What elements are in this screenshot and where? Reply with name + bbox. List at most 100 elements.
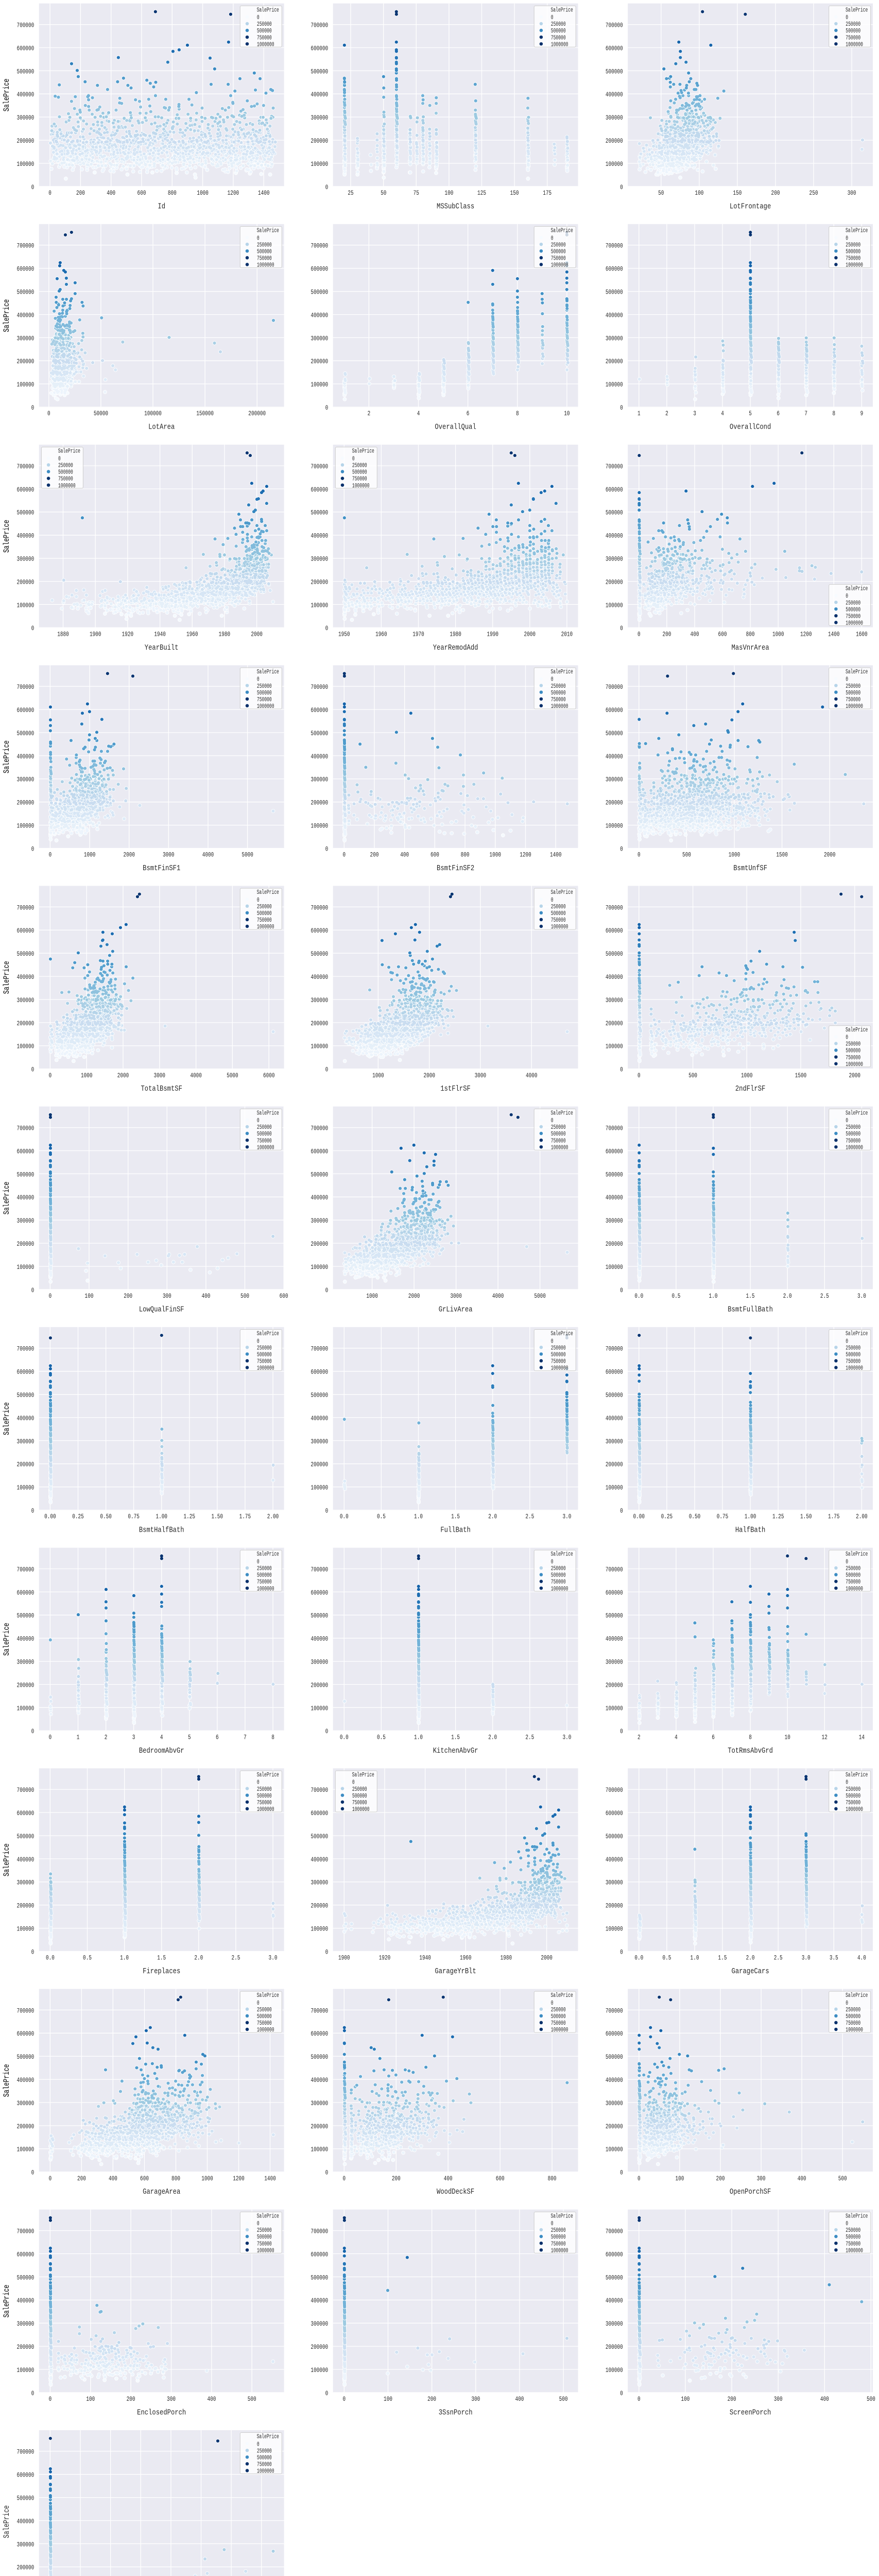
- svg-text:600000: 600000: [17, 487, 35, 494]
- svg-text:0: 0: [637, 2176, 641, 2183]
- svg-text:250000: 250000: [551, 242, 566, 249]
- svg-text:300000: 300000: [606, 1438, 623, 1446]
- svg-text:750000: 750000: [551, 1359, 566, 1365]
- svg-text:500000: 500000: [17, 1613, 35, 1620]
- svg-text:1990: 1990: [487, 631, 498, 638]
- svg-text:1.5: 1.5: [451, 1514, 460, 1521]
- svg-text:1000000: 1000000: [551, 2027, 568, 2034]
- svg-text:200000: 200000: [606, 579, 623, 586]
- svg-text:1960: 1960: [460, 1955, 472, 1962]
- svg-text:300000: 300000: [606, 2321, 623, 2328]
- svg-text:0: 0: [846, 676, 848, 683]
- svg-text:0: 0: [551, 2001, 554, 2007]
- svg-text:500000: 500000: [58, 469, 73, 476]
- svg-text:1000000: 1000000: [846, 1145, 863, 1151]
- svg-text:700000: 700000: [311, 2228, 328, 2235]
- svg-text:2.5: 2.5: [231, 1955, 240, 1962]
- svg-text:600000: 600000: [606, 266, 623, 273]
- svg-text:100000: 100000: [17, 1485, 35, 1492]
- svg-text:1000: 1000: [201, 2176, 213, 2183]
- svg-text:150000: 150000: [196, 411, 214, 418]
- svg-text:1000000: 1000000: [846, 620, 863, 627]
- svg-text:0.0: 0.0: [340, 1514, 349, 1521]
- svg-text:600000: 600000: [606, 2031, 623, 2038]
- svg-text:500: 500: [682, 852, 691, 859]
- svg-text:0: 0: [31, 1949, 35, 1956]
- svg-text:500000: 500000: [846, 28, 860, 35]
- svg-text:500000: 500000: [846, 1048, 860, 1055]
- svg-text:LowQualFinSF: LowQualFinSF: [139, 1306, 184, 1314]
- svg-text:500000: 500000: [606, 2275, 623, 2282]
- svg-text:SalePrice: SalePrice: [3, 740, 12, 773]
- svg-text:1.5: 1.5: [157, 1955, 166, 1962]
- svg-text:750000: 750000: [846, 1138, 860, 1145]
- svg-text:300: 300: [774, 2396, 783, 2403]
- svg-text:400000: 400000: [17, 533, 35, 540]
- svg-text:SalePrice: SalePrice: [3, 1402, 12, 1435]
- svg-text:400000: 400000: [311, 1857, 328, 1864]
- svg-text:750000: 750000: [846, 256, 860, 262]
- svg-text:250000: 250000: [257, 684, 272, 690]
- svg-text:0.75: 0.75: [128, 1514, 140, 1521]
- svg-text:300000: 300000: [311, 335, 328, 343]
- svg-text:750000: 750000: [551, 918, 566, 924]
- svg-text:300000: 300000: [606, 2100, 623, 2108]
- svg-text:4: 4: [160, 1734, 163, 1741]
- svg-text:SalePrice: SalePrice: [3, 1623, 12, 1656]
- svg-text:150: 150: [510, 190, 519, 197]
- svg-text:250000: 250000: [551, 2228, 566, 2234]
- svg-text:1000000: 1000000: [551, 1365, 568, 1372]
- svg-text:200000: 200000: [248, 411, 266, 418]
- svg-text:SalePrice: SalePrice: [551, 1110, 573, 1117]
- svg-text:0: 0: [620, 1508, 623, 1515]
- svg-text:500000: 500000: [17, 2495, 35, 2502]
- svg-text:100000: 100000: [606, 1705, 623, 1713]
- svg-text:SalePrice: SalePrice: [3, 2064, 12, 2097]
- svg-text:1400: 1400: [550, 852, 562, 859]
- svg-text:700000: 700000: [606, 2008, 623, 2015]
- svg-text:500: 500: [838, 2176, 847, 2183]
- svg-text:0.5: 0.5: [377, 1514, 386, 1521]
- svg-text:0: 0: [846, 15, 848, 22]
- svg-text:2000: 2000: [824, 852, 836, 859]
- svg-text:50: 50: [658, 190, 664, 197]
- svg-text:1000000: 1000000: [551, 1145, 568, 1151]
- svg-text:1400: 1400: [258, 190, 270, 197]
- svg-text:SalePrice: SalePrice: [846, 1992, 868, 1999]
- svg-text:500000: 500000: [846, 1352, 860, 1359]
- svg-text:700000: 700000: [17, 243, 35, 250]
- svg-text:400000: 400000: [606, 2077, 623, 2084]
- svg-text:SalePrice: SalePrice: [846, 585, 868, 592]
- svg-text:0: 0: [551, 1118, 554, 1125]
- svg-text:4.0: 4.0: [857, 1955, 866, 1962]
- svg-text:700000: 700000: [311, 1125, 328, 1132]
- svg-text:0: 0: [620, 1066, 623, 1074]
- svg-text:BedroomAbvGr: BedroomAbvGr: [139, 1747, 184, 1755]
- svg-text:700000: 700000: [17, 1787, 35, 1794]
- svg-text:1000000: 1000000: [551, 1586, 568, 1593]
- svg-text:SalePrice: SalePrice: [3, 299, 12, 332]
- svg-text:200000: 200000: [311, 579, 328, 586]
- svg-text:0: 0: [49, 852, 52, 859]
- svg-text:200: 200: [77, 2176, 86, 2183]
- svg-text:200: 200: [662, 631, 671, 638]
- svg-text:300000: 300000: [606, 1218, 623, 1225]
- svg-text:SalePrice: SalePrice: [58, 448, 80, 455]
- svg-text:400000: 400000: [606, 1857, 623, 1864]
- svg-text:700000: 700000: [606, 684, 623, 691]
- svg-text:3: 3: [693, 411, 696, 418]
- svg-text:1920: 1920: [379, 1955, 391, 1962]
- svg-text:700000: 700000: [606, 1567, 623, 1574]
- svg-text:ScreenPorch: ScreenPorch: [730, 2409, 771, 2417]
- svg-text:7: 7: [804, 411, 807, 418]
- svg-text:SalePrice: SalePrice: [3, 520, 12, 553]
- svg-text:500000: 500000: [606, 1613, 623, 1620]
- svg-text:400000: 400000: [311, 1415, 328, 1422]
- svg-text:SalePrice: SalePrice: [352, 448, 374, 455]
- svg-text:600000: 600000: [311, 2031, 328, 2038]
- svg-text:700000: 700000: [606, 1346, 623, 1353]
- svg-text:300000: 300000: [311, 1659, 328, 1666]
- svg-text:2.0: 2.0: [194, 1955, 203, 1962]
- svg-text:1000000: 1000000: [257, 1586, 274, 1593]
- svg-text:400000: 400000: [17, 1195, 35, 1202]
